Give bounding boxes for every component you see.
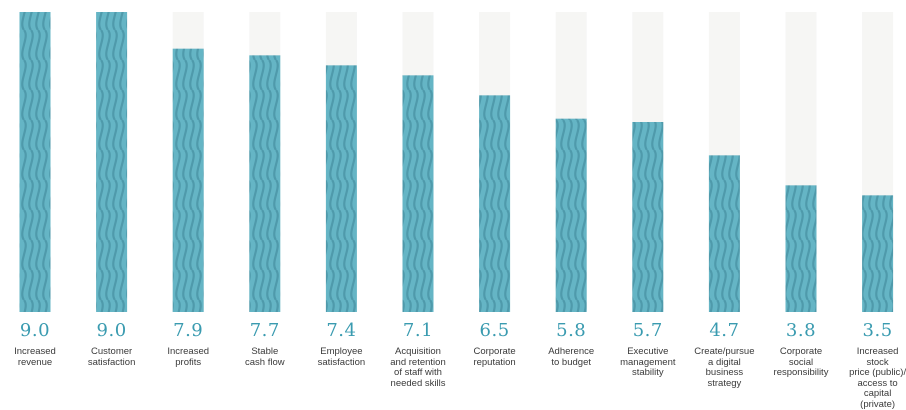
value-label: 3.8 xyxy=(786,320,816,341)
bar xyxy=(402,75,434,312)
value-label: 3.5 xyxy=(863,320,893,341)
value-label: 6.5 xyxy=(480,320,510,341)
value-label: 7.9 xyxy=(173,320,203,341)
bar xyxy=(325,65,357,312)
category-label: Increased revenue xyxy=(14,346,56,368)
category-label: Increased stock price (public)/ access t… xyxy=(849,346,906,410)
value-label: 4.7 xyxy=(709,320,739,341)
bar xyxy=(785,185,817,312)
bar xyxy=(19,12,51,312)
category-label: Create/pursue a digital business strateg… xyxy=(694,346,755,389)
bar xyxy=(862,195,894,312)
value-label: 5.8 xyxy=(556,320,586,341)
value-label: 7.1 xyxy=(403,320,433,341)
value-labels: 9.0 9.0 7.9 7.7 7.4 7.1 6.5 5.8 5.7 4.7 3.8 3.5 xyxy=(20,320,893,341)
value-label: 7.4 xyxy=(326,320,356,341)
category-label: Stable cash flow xyxy=(244,346,285,368)
bar xyxy=(632,122,664,312)
bar xyxy=(708,155,740,312)
bar xyxy=(479,95,511,312)
category-label: Customer satisfaction xyxy=(87,346,136,368)
bar xyxy=(172,48,204,313)
category-label: Adherence to budget xyxy=(548,346,595,368)
value-label: 7.7 xyxy=(250,320,280,341)
value-label: 9.0 xyxy=(20,320,50,341)
bar xyxy=(555,118,587,313)
category-label: Corporate social responsibility xyxy=(773,346,829,378)
category-label: Corporate reputation xyxy=(473,346,516,368)
bars xyxy=(19,12,894,313)
category-label: Executive management stability xyxy=(620,346,676,378)
bar-tracks xyxy=(19,12,894,312)
bar xyxy=(96,12,128,312)
bar xyxy=(249,55,281,312)
category-label: Increased profits xyxy=(167,346,210,368)
category-label: Employee satisfaction xyxy=(317,346,366,368)
value-label: 9.0 xyxy=(97,320,127,341)
value-label: 5.7 xyxy=(633,320,663,341)
bar-chart: 9.0 9.0 7.9 7.7 7.4 7.1 6.5 5.8 5.7 4.7 3.8 3.5 xyxy=(19,12,894,341)
category-label: Acquisition and retention of staff with … xyxy=(390,346,446,389)
